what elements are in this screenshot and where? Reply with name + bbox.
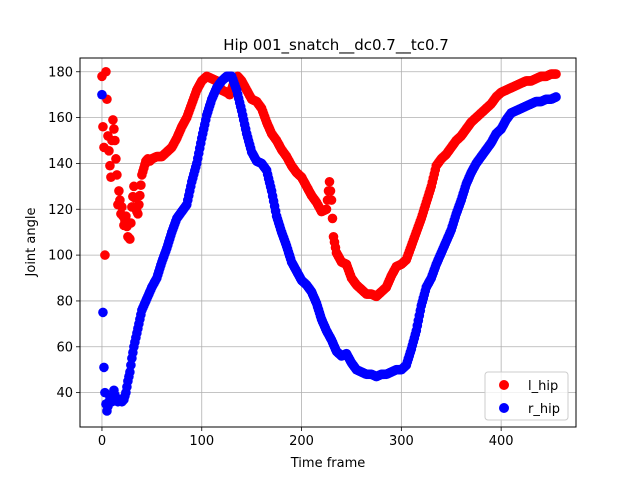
x-tick-label: 300: [389, 434, 414, 449]
y-tick-label: 140: [48, 157, 73, 172]
point-l_hip: [105, 160, 115, 171]
point-r_hip: [99, 362, 109, 373]
point-l_hip: [126, 218, 136, 228]
x-tick-label: 400: [489, 434, 514, 449]
data-points: [97, 66, 561, 416]
point-l_hip: [111, 154, 121, 164]
point-l_hip: [325, 186, 336, 196]
point-l_hip: [101, 66, 111, 77]
point-l_hip: [108, 115, 118, 125]
chart-title: Hip 001_snatch__dc0.7__tc0.7: [223, 36, 449, 55]
point-l_hip: [135, 190, 145, 201]
y-tick-label: 40: [56, 386, 73, 401]
point-l_hip: [104, 146, 114, 156]
point-l_hip: [125, 234, 135, 244]
legend-label-l_hip: l_hip: [528, 379, 558, 394]
x-tick-label: 100: [189, 434, 214, 449]
y-axis-label: Joint angle: [24, 208, 39, 278]
point-r_hip: [97, 89, 107, 100]
series-l_hip: [97, 66, 561, 302]
point-l_hip: [114, 186, 124, 196]
point-l_hip: [98, 121, 108, 132]
point-r_hip: [98, 307, 108, 318]
point-l_hip: [134, 199, 144, 210]
x-axis-label: Time frame: [290, 456, 366, 471]
point-l_hip: [112, 170, 122, 180]
y-tick-label: 60: [56, 340, 73, 355]
y-tick-label: 180: [48, 65, 73, 80]
y-tick-label: 160: [48, 111, 73, 126]
point-l_hip: [121, 211, 131, 221]
series-r_hip: [97, 71, 561, 416]
point-l_hip: [136, 180, 146, 191]
y-tick-label: 80: [56, 294, 73, 309]
point-l_hip: [326, 195, 337, 205]
axis-ticks: 0 100 200 300 400 40 60 80 100 120 140 160 180: [48, 65, 513, 449]
point-l_hip: [327, 213, 338, 224]
point-l_hip: [551, 69, 561, 79]
legend: l_hip r_hip: [484, 371, 569, 421]
point-l_hip: [321, 204, 332, 215]
point-r_hip: [551, 92, 561, 102]
y-tick-label: 120: [48, 203, 73, 218]
point-l_hip: [110, 135, 120, 146]
plot-frame: [79, 57, 577, 428]
legend-marker-r_hip: [499, 403, 509, 413]
x-tick-label: 200: [289, 434, 314, 449]
x-tick-label: 0: [98, 434, 106, 449]
point-l_hip: [133, 209, 143, 219]
point-l_hip: [324, 176, 335, 187]
legend-label-r_hip: r_hip: [528, 402, 560, 417]
point-l_hip: [117, 202, 127, 212]
legend-marker-l_hip: [499, 380, 509, 390]
point-l_hip: [100, 250, 110, 260]
y-tick-label: 100: [48, 249, 73, 264]
point-l_hip: [109, 124, 119, 134]
